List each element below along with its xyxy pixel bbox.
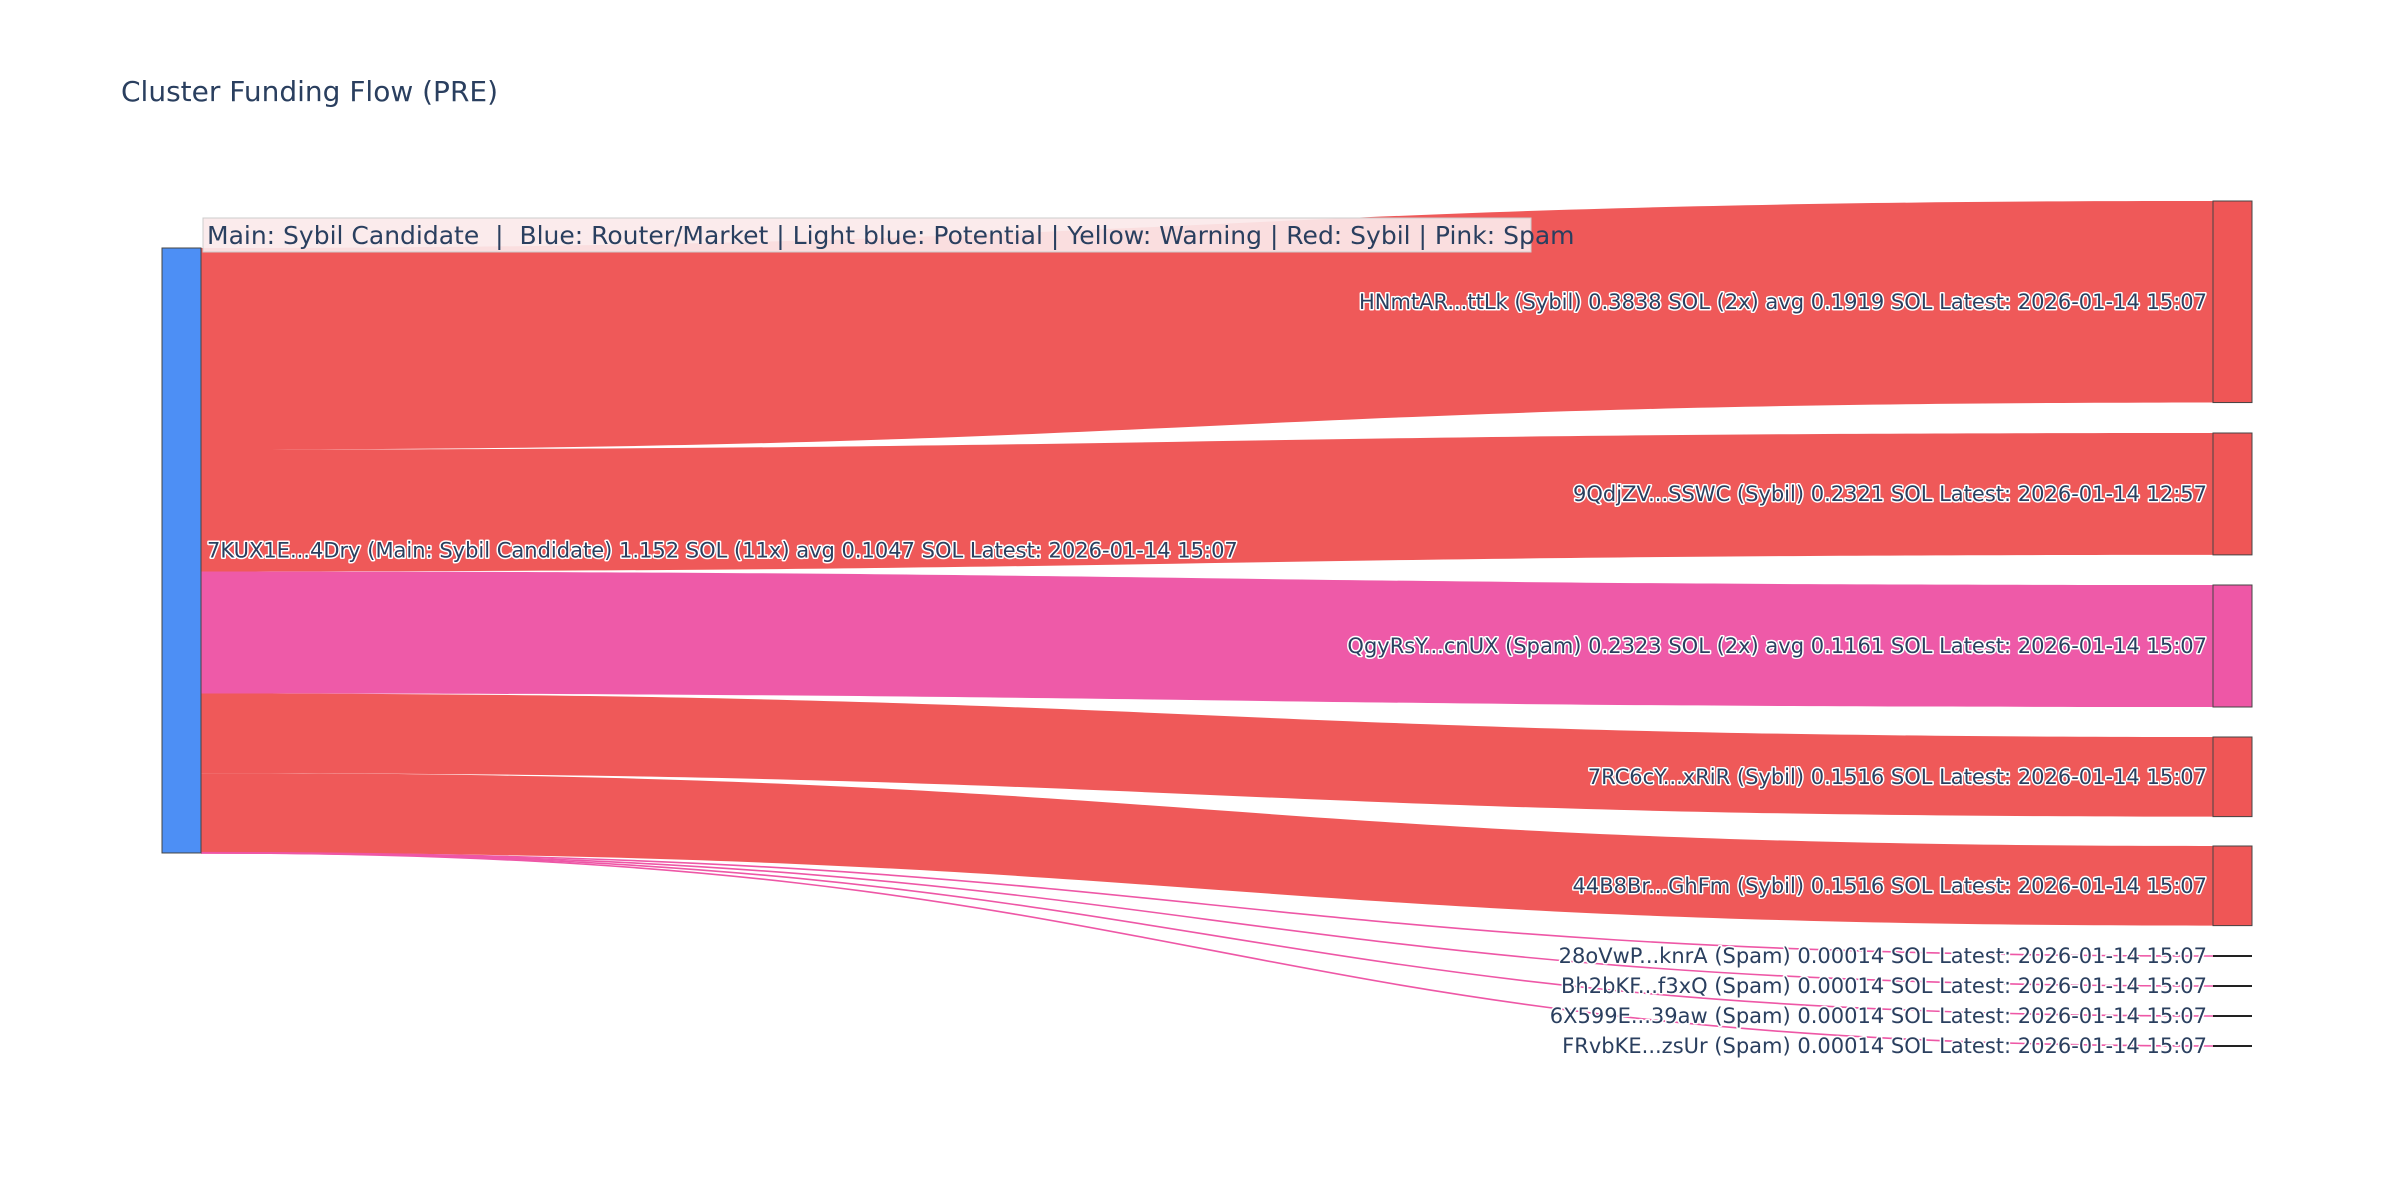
legend-annotation: Main: Sybil Candidate | Blue: Router/Mar… [207, 221, 1575, 250]
flow-link-t3[interactable] [201, 571, 2213, 707]
node-label-t5: 44B8Br...GhFm (Sybil) 0.1516 SOL Latest:… [1572, 874, 2207, 898]
node-label-t3: QgyRsY...cnUX (Spam) 0.2323 SOL (2x) avg… [1347, 634, 2207, 658]
chart-title: Cluster Funding Flow (PRE) [121, 75, 498, 108]
flow-nodes [161, 200, 2253, 1047]
node-label-t7: Bh2bKF...f3xQ (Spam) 0.00014 SOL Latest:… [1561, 974, 2207, 998]
node-label-t2: 9QdjZV...SSWC (Sybil) 0.2321 SOL Latest:… [1573, 482, 2207, 506]
node-label-source: 7KUX1E...4Dry (Main: Sybil Candidate) 1.… [207, 538, 1238, 562]
flow-link-t2[interactable] [201, 433, 2213, 572]
node-label-t4: 7RC6cY...xRiR (Sybil) 0.1516 SOL Latest:… [1588, 765, 2207, 789]
node-label-t8: 6X599E...39aw (Spam) 0.00014 SOL Latest:… [1550, 1004, 2207, 1028]
flow-link-t6[interactable] [200, 851, 2214, 957]
legend-annotation-box [202, 217, 1532, 253]
flow-link-t5[interactable] [201, 773, 2213, 926]
flow-link-t4[interactable] [201, 693, 2213, 817]
node-labels: 7KUX1E...4Dry (Main: Sybil Candidate) 1.… [206, 288, 2209, 1059]
node-t1[interactable] [2212, 200, 2253, 404]
node-label-t6: 28oVwP...knrA (Spam) 0.00014 SOL Latest:… [1559, 944, 2207, 968]
flow-links [200, 201, 2214, 1047]
node-label-t1: HNmtAR...ttLk (Sybil) 0.3838 SOL (2x) av… [1359, 290, 2207, 314]
node-t2[interactable] [2212, 432, 2253, 556]
node-t5[interactable] [2212, 845, 2253, 927]
node-source[interactable] [161, 247, 202, 854]
flow-link-t7[interactable] [200, 851, 2214, 987]
node-label-t9: FRvbKE...zsUr (Spam) 0.00014 SOL Latest:… [1562, 1034, 2207, 1058]
flow-link-t8[interactable] [200, 852, 2214, 1017]
node-t3[interactable] [2212, 584, 2253, 708]
flow-link-t9[interactable] [200, 852, 2214, 1047]
flow-link-t1[interactable] [201, 201, 2213, 450]
node-t4[interactable] [2212, 736, 2253, 818]
